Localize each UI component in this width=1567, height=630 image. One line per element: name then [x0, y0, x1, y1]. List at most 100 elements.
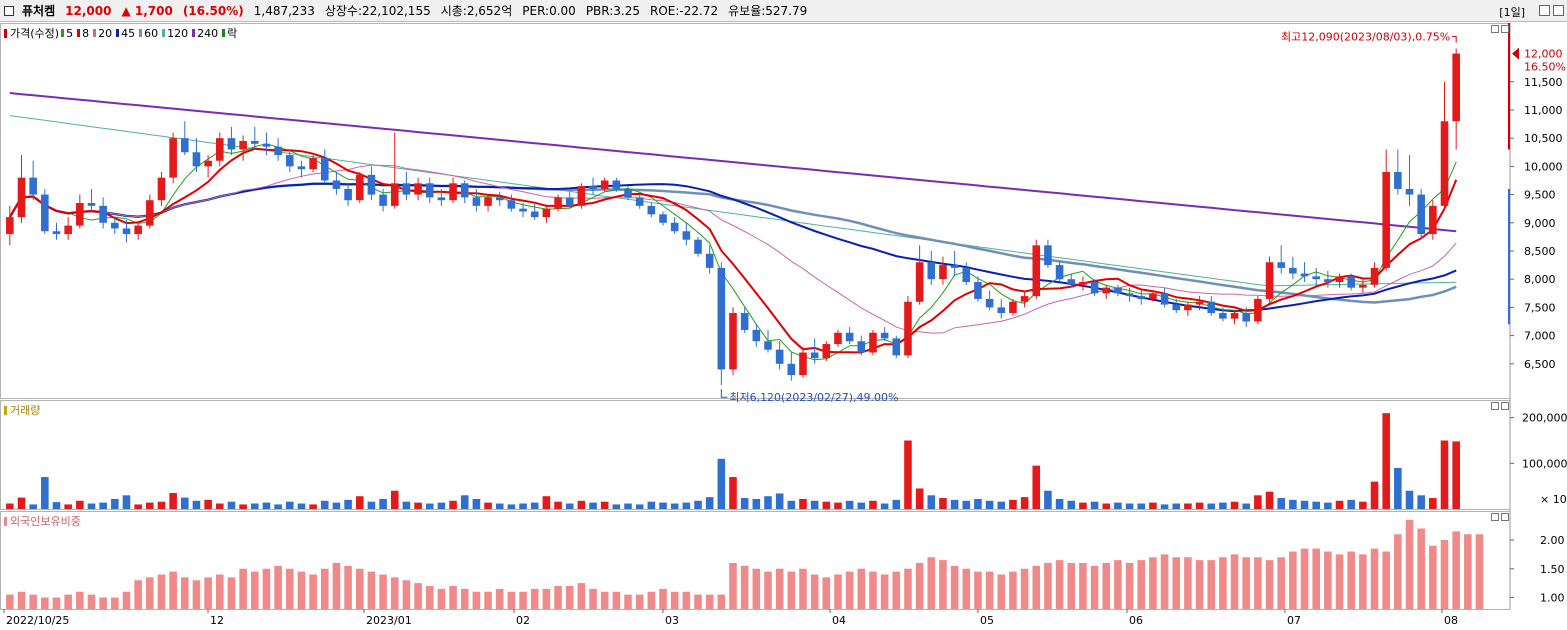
foreign-ratio-bar	[1359, 554, 1367, 609]
legend-item-120[interactable]: 120	[160, 27, 188, 40]
foreign-ratio-bar	[822, 577, 831, 609]
candle-body	[262, 143, 271, 147]
foreign-ratio-bar	[449, 586, 457, 609]
y-tick-label: 11,000	[1524, 104, 1563, 117]
foreign-ratio-bar	[192, 580, 201, 609]
foreign-ratio-bar	[1289, 551, 1297, 609]
candle-body	[484, 197, 492, 206]
volume-bar	[1044, 490, 1052, 509]
foreign-ratio-bar	[1207, 560, 1216, 609]
close-window-icon[interactable]	[1553, 5, 1564, 16]
volume-bar	[344, 499, 352, 509]
pane-minimize-icon[interactable]	[1491, 513, 1499, 521]
foreign-ratio-bar	[1394, 534, 1402, 609]
pane-maximize-icon[interactable]	[1501, 513, 1509, 521]
foreign-ratio-bar	[239, 568, 247, 609]
volume-bar	[869, 500, 877, 509]
foreign-ratio-bar	[146, 577, 154, 609]
foreign-ratio-bar	[1230, 554, 1239, 609]
pane-maximize-icon[interactable]	[1501, 25, 1509, 33]
volume-bar	[729, 477, 737, 509]
candle-body	[87, 203, 96, 206]
foreign-ratio-bar	[169, 571, 177, 609]
foreign-ratio-bar	[1335, 554, 1344, 609]
legend-item-5[interactable]: 5	[59, 27, 73, 40]
candle-body	[542, 208, 551, 218]
candle-body	[950, 265, 959, 268]
volume-bar	[822, 501, 831, 509]
foreign-ratio-bar	[787, 571, 796, 609]
trade-volume: 1,487,233	[253, 3, 315, 18]
candle-body	[239, 140, 247, 150]
volume-bar	[297, 503, 306, 509]
volume-bar	[705, 497, 714, 509]
volume-bar	[1125, 503, 1134, 509]
y-tick-label: 8,500	[1524, 245, 1556, 258]
current-price-arrow	[1512, 47, 1519, 60]
volume-bar	[904, 440, 912, 509]
select-checkbox[interactable]	[4, 5, 14, 16]
volume-pane-label: 거래량	[4, 402, 40, 418]
candle-body	[1219, 313, 1227, 319]
candle-body	[425, 183, 434, 198]
candle-body	[810, 352, 819, 359]
volume-bar	[1254, 495, 1262, 509]
volume-bar	[624, 503, 632, 509]
volume-bar	[449, 500, 457, 509]
candle-body	[122, 228, 131, 235]
foreign-ratio-bar	[1090, 565, 1099, 609]
volume-bar	[472, 498, 481, 509]
volume-bar	[1417, 495, 1425, 509]
candle-body	[880, 332, 889, 339]
y-tick-label: 6,500	[1524, 358, 1556, 371]
volume-bar	[414, 502, 422, 509]
period-selector[interactable]: [1일]	[1499, 6, 1525, 19]
legend-item-240[interactable]: 240	[190, 27, 218, 40]
pane-minimize-icon[interactable]	[1491, 25, 1499, 33]
high-annotation: 최고12,090(2023/08/03),0.75%	[1281, 30, 1450, 43]
volume-bar	[682, 502, 691, 509]
foreign-ratio-bar	[157, 574, 166, 609]
restore-window-icon[interactable]	[1539, 5, 1550, 16]
price-legend-prefix: 가격(수정)	[10, 27, 60, 40]
volume-bar	[1242, 503, 1251, 509]
candle-body	[1324, 279, 1332, 283]
volume-bar	[6, 503, 14, 509]
foreign-ratio-bar	[612, 591, 621, 609]
candle-body	[694, 239, 702, 254]
volume-bar	[239, 504, 247, 509]
foreign-ratio-bar	[274, 565, 282, 609]
volume-bar	[670, 503, 679, 509]
foreign-ratio-bar	[927, 557, 936, 609]
pane-maximize-icon[interactable]	[1501, 402, 1509, 410]
stock-name[interactable]: 퓨처켐	[22, 4, 56, 18]
volume-bar	[1219, 502, 1227, 509]
candle-body	[927, 262, 936, 280]
candle-body	[99, 205, 107, 223]
volume-bar	[1429, 498, 1437, 509]
legend-item-45[interactable]: 45	[114, 27, 135, 40]
legend-item-락[interactable]: 락	[220, 27, 237, 40]
volume-bar	[204, 499, 212, 509]
candle-body	[1359, 284, 1367, 288]
legend-item-8[interactable]: 8	[75, 27, 89, 40]
candle-body	[1044, 245, 1052, 266]
candle-body	[1067, 279, 1076, 285]
candle-body	[764, 341, 772, 350]
foreign-pane-label: 외국인보유비중	[4, 513, 81, 529]
pane-minimize-icon[interactable]	[1491, 402, 1499, 410]
volume-bar	[1452, 441, 1460, 509]
foreign-ratio-bar	[904, 568, 912, 609]
candle-body	[157, 177, 166, 201]
legend-item-20[interactable]: 20	[91, 27, 112, 40]
foreign-ratio-bar	[1079, 563, 1087, 609]
candle-body	[740, 313, 749, 330]
candle-body	[857, 341, 866, 353]
foreign-ratio-bar	[1429, 545, 1437, 609]
volume-bar	[1055, 498, 1064, 509]
legend-item-60[interactable]: 60	[137, 27, 158, 40]
volume-bar	[589, 502, 597, 509]
pbr-value: PBR:3.25	[585, 3, 641, 18]
foreign-ratio-bar	[111, 597, 119, 609]
